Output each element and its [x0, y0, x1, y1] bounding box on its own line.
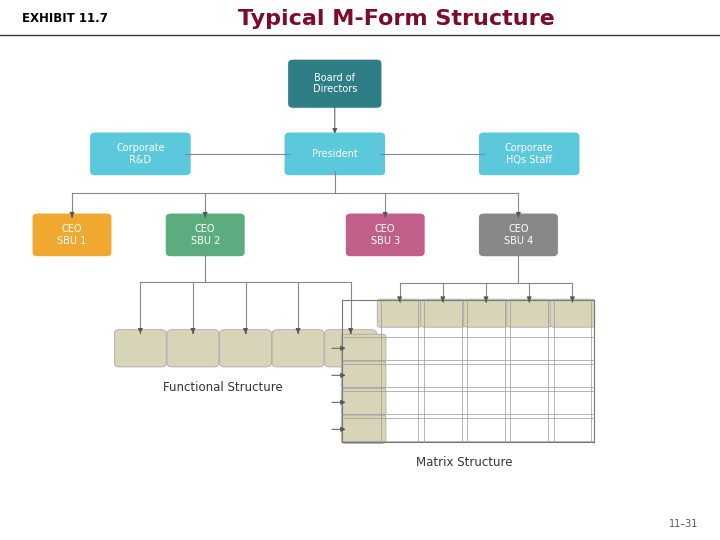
- FancyBboxPatch shape: [507, 299, 552, 327]
- FancyBboxPatch shape: [377, 299, 422, 327]
- FancyBboxPatch shape: [167, 329, 219, 367]
- FancyBboxPatch shape: [550, 299, 595, 327]
- FancyBboxPatch shape: [32, 213, 112, 257]
- Text: Typical M-Form Structure: Typical M-Form Structure: [238, 9, 554, 29]
- FancyBboxPatch shape: [165, 213, 245, 257]
- FancyBboxPatch shape: [346, 213, 425, 257]
- FancyBboxPatch shape: [341, 334, 386, 362]
- FancyBboxPatch shape: [420, 299, 465, 327]
- FancyBboxPatch shape: [478, 213, 559, 257]
- Text: CEO
SBU 3: CEO SBU 3: [371, 224, 400, 246]
- Text: Corporate
R&D: Corporate R&D: [116, 143, 165, 165]
- Text: Matrix Structure: Matrix Structure: [416, 456, 513, 469]
- Text: EXHIBIT 11.7: EXHIBIT 11.7: [22, 12, 107, 25]
- FancyBboxPatch shape: [288, 59, 382, 108]
- FancyBboxPatch shape: [114, 329, 166, 367]
- Text: Board of
Directors: Board of Directors: [312, 73, 357, 94]
- Text: CEO
SBU 4: CEO SBU 4: [504, 224, 533, 246]
- FancyBboxPatch shape: [220, 329, 271, 367]
- FancyBboxPatch shape: [341, 388, 386, 416]
- FancyBboxPatch shape: [341, 361, 386, 389]
- FancyBboxPatch shape: [341, 415, 386, 443]
- FancyBboxPatch shape: [89, 132, 192, 176]
- FancyBboxPatch shape: [464, 299, 508, 327]
- FancyBboxPatch shape: [284, 132, 386, 176]
- Text: Corporate
HQs Staff: Corporate HQs Staff: [505, 143, 554, 165]
- Text: 11–31: 11–31: [669, 519, 698, 529]
- FancyBboxPatch shape: [272, 329, 324, 367]
- Text: CEO
SBU 2: CEO SBU 2: [191, 224, 220, 246]
- Text: President: President: [312, 149, 358, 159]
- FancyBboxPatch shape: [478, 132, 580, 176]
- FancyBboxPatch shape: [325, 329, 377, 367]
- Text: Functional Structure: Functional Structure: [163, 381, 283, 394]
- Text: CEO
SBU 1: CEO SBU 1: [58, 224, 86, 246]
